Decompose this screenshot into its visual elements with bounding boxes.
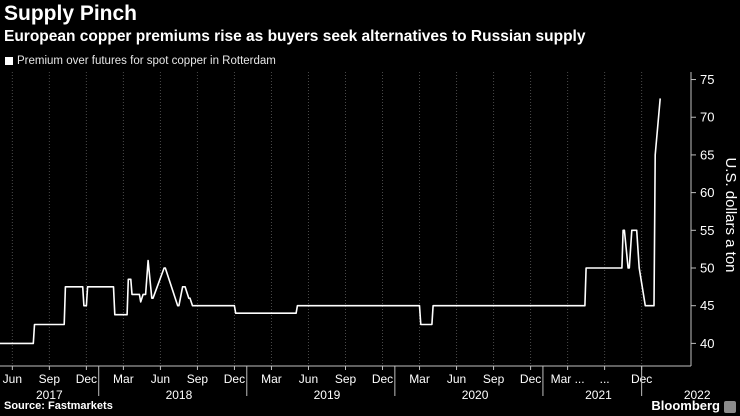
x-tick-label: Jun [151,372,170,386]
source-note: Source: Fastmarkets [4,400,113,412]
legend-swatch [5,57,13,65]
year-label: 2020 [462,388,489,402]
x-tick-label: Jun [3,372,22,386]
legend-label: Premium over futures for spot copper in … [17,55,276,67]
x-tick-label: Sep [483,372,505,386]
series-line [0,98,661,345]
y-tick-label: 70 [700,110,714,125]
chart-subtitle: European copper premiums rise as buyers … [4,28,586,45]
x-tick-label: Dec [520,372,541,386]
x-tick-label: Sep [39,372,61,386]
x-tick-label: ... [600,372,610,386]
x-tick-label: Jun [299,372,318,386]
y-tick-label: 50 [700,261,714,276]
year-label: 2017 [36,388,63,402]
year-label: 2022 [684,388,711,402]
x-tick-label: Dec [76,372,97,386]
y-tick-label: 75 [700,72,714,87]
x-tick-label: Mar [113,372,134,386]
y-tick-label: 60 [700,185,714,200]
x-tick-label: Dec [372,372,393,386]
bloomberg-icon [724,401,736,413]
x-tick-label: Jun [447,372,466,386]
x-tick-label: Mar [261,372,282,386]
y-tick-label: 55 [700,223,714,238]
x-tick-label: Dec [224,372,245,386]
y-tick-label: 65 [700,147,714,162]
brand-logo: Bloomberg [651,398,720,413]
x-tick-label: Mar ... [551,372,585,386]
legend: Premium over futures for spot copper in … [5,55,276,67]
year-label: 2019 [314,388,341,402]
year-label: 2018 [166,388,193,402]
y-tick-label: 45 [700,298,714,313]
chart-title: Supply Pinch [4,2,138,25]
x-tick-label: Sep [187,372,209,386]
x-tick-label: Mar [409,372,430,386]
year-label: 2021 [585,388,612,402]
x-tick-label: Sep [335,372,357,386]
y-axis-title: U.S. dollars a ton [722,157,739,272]
y-tick-label: 40 [700,336,714,351]
